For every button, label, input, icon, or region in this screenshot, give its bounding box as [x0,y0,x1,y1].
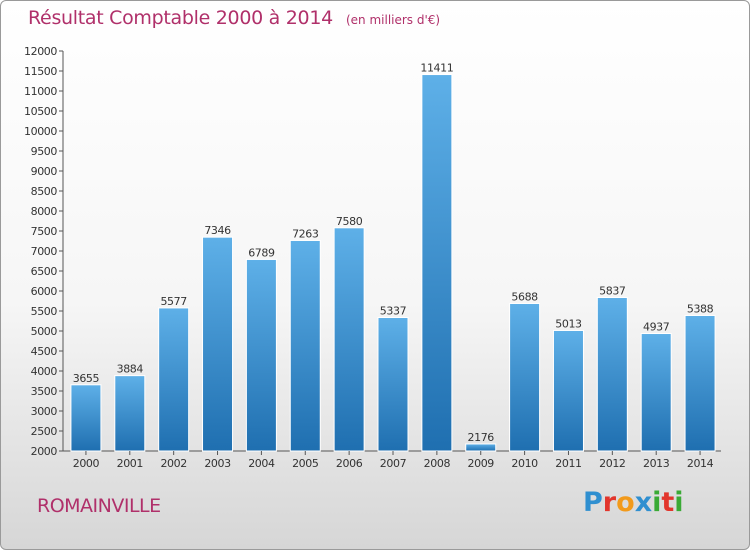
bar [333,227,365,452]
bar [289,239,321,452]
y-tick-label: 11500 [24,65,57,78]
bar-value-label: 5837 [599,285,626,298]
logo-letter: o [616,487,635,518]
bar [552,329,584,452]
y-tick-label: 9500 [31,145,58,158]
bar-value-label: 5337 [380,305,407,318]
chart-title: Résultat Comptable 2000 à 2014 (en milli… [28,7,440,29]
bar-value-label: 7263 [292,227,319,240]
bar [245,258,277,452]
bar [596,297,628,452]
x-tick-label: 2012 [599,457,625,470]
y-tick-label: 9000 [31,165,58,178]
bar-value-label: 11411 [420,62,453,75]
y-tick-label: 5000 [31,325,58,338]
logo-letter: i [674,487,684,518]
logo-letter: r [602,487,617,518]
x-tick-label: 2007 [380,457,407,470]
y-tick-label: 2000 [31,445,58,458]
bar-value-label: 2176 [468,431,495,444]
y-tick-label: 4000 [31,365,58,378]
bar-value-label: 6789 [248,246,275,259]
bar [640,333,672,452]
bar [158,307,190,452]
y-tick-label: 11000 [24,85,57,98]
y-tick-label: 3500 [31,385,58,398]
logo-letter: t [661,487,675,518]
bar-value-label: 5013 [555,317,582,330]
y-tick-label: 3000 [31,405,58,418]
bar-value-label: 3655 [73,372,100,385]
y-tick-label: 12000 [24,45,57,58]
x-tick-label: 2013 [643,457,670,470]
y-tick-label: 10500 [24,105,57,118]
logo-letter: x [634,487,653,518]
chart-unit-text: (en milliers d'€) [345,13,441,27]
logo-letter: i [652,487,662,518]
bar [421,74,453,452]
bar [70,384,102,452]
bar-value-label: 5688 [511,290,538,303]
town-name: ROMAINVILLE [37,495,161,517]
x-tick-label: 2001 [117,457,143,470]
x-tick-label: 2008 [424,457,451,470]
x-tick-label: 2005 [292,457,319,470]
y-tick-label: 8500 [31,185,58,198]
x-tick-label: 2006 [336,457,363,470]
x-tick-label: 2010 [511,457,538,470]
y-tick-label: 6000 [31,285,58,298]
y-tick-label: 6500 [31,265,58,278]
y-tick-label: 5500 [31,305,58,318]
logo-letter: P [583,487,603,518]
y-tick-label: 2500 [31,425,58,438]
bar-value-label: 7346 [204,224,231,237]
bar [202,236,234,452]
y-tick-label: 7000 [31,245,58,258]
x-tick-label: 2000 [73,457,100,470]
bar-value-label: 4937 [643,321,670,334]
bar-value-label: 5388 [687,302,714,315]
x-tick-label: 2002 [160,457,186,470]
bar [684,314,716,452]
bar [465,443,497,452]
y-tick-label: 10000 [24,125,57,138]
x-tick-label: 2011 [555,457,581,470]
proxiti-logo: Proxiti [583,487,684,518]
x-tick-label: 2003 [204,457,231,470]
y-tick-label: 4500 [31,345,58,358]
bar [114,375,146,452]
bar [377,317,409,452]
x-tick-label: 2009 [468,457,495,470]
x-tick-label: 2004 [248,457,275,470]
x-tick-label: 2014 [687,457,714,470]
chart-title-text: Résultat Comptable 2000 à 2014 [28,7,333,29]
bar [509,302,541,452]
bar-value-label: 7580 [336,215,363,228]
y-tick-label: 8000 [31,205,58,218]
y-tick-label: 7500 [31,225,58,238]
bar-value-label: 3884 [117,363,144,376]
bar-value-label: 5577 [160,295,187,308]
